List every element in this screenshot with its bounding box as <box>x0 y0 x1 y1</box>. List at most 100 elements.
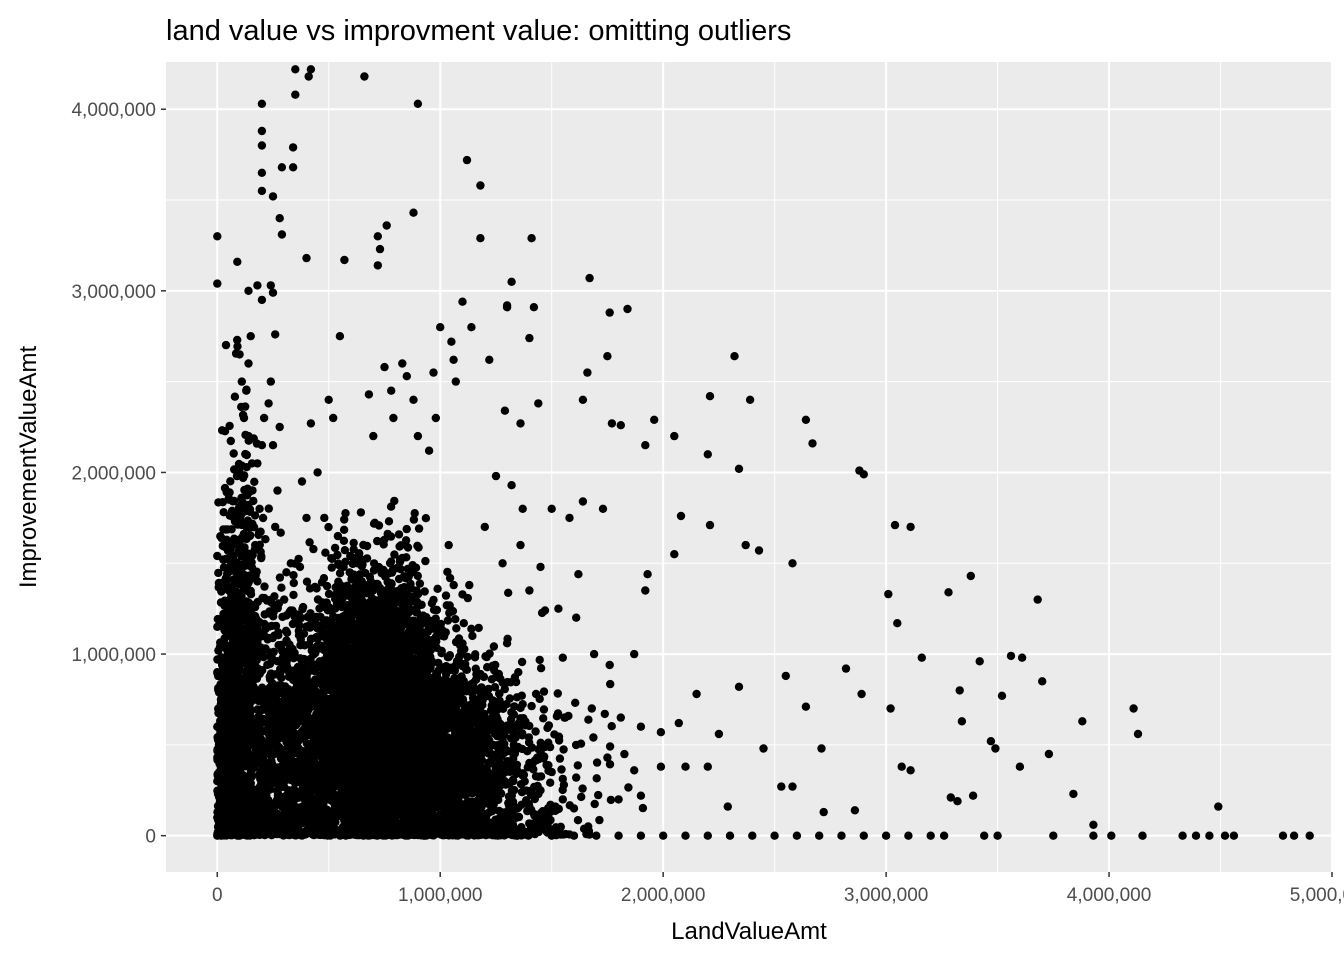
scatter-point <box>348 559 357 569</box>
scatter-point <box>318 783 327 792</box>
scatter-point <box>380 626 389 636</box>
scatter-point <box>408 592 417 602</box>
scatter-point <box>404 573 413 582</box>
scatter-point <box>443 567 452 577</box>
scatter-point <box>402 524 411 534</box>
scatter-point <box>459 619 468 628</box>
scatter-point <box>289 578 298 588</box>
scatter-point <box>350 583 359 592</box>
scatter-point <box>335 561 344 570</box>
scatter-point <box>395 555 405 564</box>
scatter-point <box>327 749 336 758</box>
scatter-point <box>330 543 340 553</box>
scatter-point <box>396 564 405 574</box>
scatter-point <box>383 529 392 539</box>
scatter-point <box>305 621 314 630</box>
scatter-point <box>417 600 426 609</box>
scatter-point <box>408 616 417 626</box>
scatter-point <box>332 793 341 803</box>
scatter-point <box>328 684 337 694</box>
scatter-point <box>340 515 349 524</box>
scatter-point <box>324 589 334 599</box>
scatter-point <box>393 624 403 633</box>
scatter-point <box>420 587 429 596</box>
scatter-point <box>322 581 332 591</box>
scatter-point <box>355 549 364 558</box>
scatter-point <box>277 583 286 592</box>
scatter-point <box>433 584 442 593</box>
scatter-point <box>315 604 324 613</box>
scatter-point <box>338 612 347 622</box>
scatter-point <box>369 623 378 632</box>
scatter-point <box>401 536 411 545</box>
scatter-point <box>315 632 324 641</box>
scatter-point <box>374 521 384 530</box>
scatter-point <box>422 613 431 622</box>
scatter-point <box>403 543 413 552</box>
scatter-point <box>355 570 365 579</box>
scatter-point <box>397 584 406 593</box>
scatter-point <box>421 514 431 523</box>
scatter-point <box>323 644 332 653</box>
scatter-point <box>365 583 374 592</box>
scatter-point <box>333 667 343 676</box>
scatter-point <box>437 649 446 658</box>
scatter-point <box>373 580 382 589</box>
scatter-point <box>366 653 376 662</box>
scatter-point <box>463 593 472 603</box>
scatter-point <box>408 566 418 575</box>
scatter-point <box>421 556 430 566</box>
scatter-point <box>362 616 371 625</box>
scatter-point <box>420 628 429 637</box>
scatter-point <box>339 525 349 534</box>
scatter-point <box>443 616 453 625</box>
scatter-point <box>319 574 329 583</box>
data-points <box>213 65 1314 840</box>
scatter-point <box>327 563 336 572</box>
scatter-point <box>452 624 461 633</box>
scatter-point <box>349 634 359 643</box>
scatter-point <box>468 631 477 641</box>
scatter-point <box>362 554 372 563</box>
scatter-point <box>317 657 326 667</box>
scatter-point <box>312 641 322 651</box>
scatter-point <box>357 707 366 716</box>
scatter-point <box>341 509 350 518</box>
scatter-point <box>369 598 378 608</box>
scatter-point <box>329 624 338 634</box>
scatter-point <box>327 554 336 563</box>
scatter-point <box>340 546 350 555</box>
scatter-point <box>444 652 453 662</box>
scatter-point <box>302 577 312 586</box>
scatter-point <box>444 540 453 550</box>
scatter-point <box>376 564 385 574</box>
scatter-point <box>394 530 404 539</box>
scatter-point <box>359 540 368 550</box>
scatter-point <box>289 590 298 600</box>
scatter-point <box>346 551 355 561</box>
scatter-point <box>350 726 360 736</box>
scatter-point <box>342 666 352 675</box>
scatter-point <box>338 583 348 592</box>
scatter-point <box>344 602 353 611</box>
scatter-point <box>347 575 356 584</box>
scatter-point <box>298 605 307 614</box>
scatter-point <box>336 701 345 711</box>
scatter-point <box>341 658 351 667</box>
scatter-point <box>327 698 337 707</box>
scatter-point <box>441 591 451 600</box>
scatter-point <box>384 517 394 526</box>
scatter-point <box>305 584 315 593</box>
scatter-point <box>390 496 399 506</box>
scatter-point <box>449 580 458 590</box>
scatter-point <box>451 615 460 624</box>
scatter-point <box>392 606 401 616</box>
chart-title: land value vs improvment value: omitting… <box>166 15 791 47</box>
scatter-point <box>313 796 323 805</box>
scatter-point <box>324 522 333 532</box>
scatter-point <box>362 630 371 640</box>
scatter-point <box>312 584 321 593</box>
scatter-point <box>313 690 322 700</box>
scatter-point <box>467 624 476 633</box>
